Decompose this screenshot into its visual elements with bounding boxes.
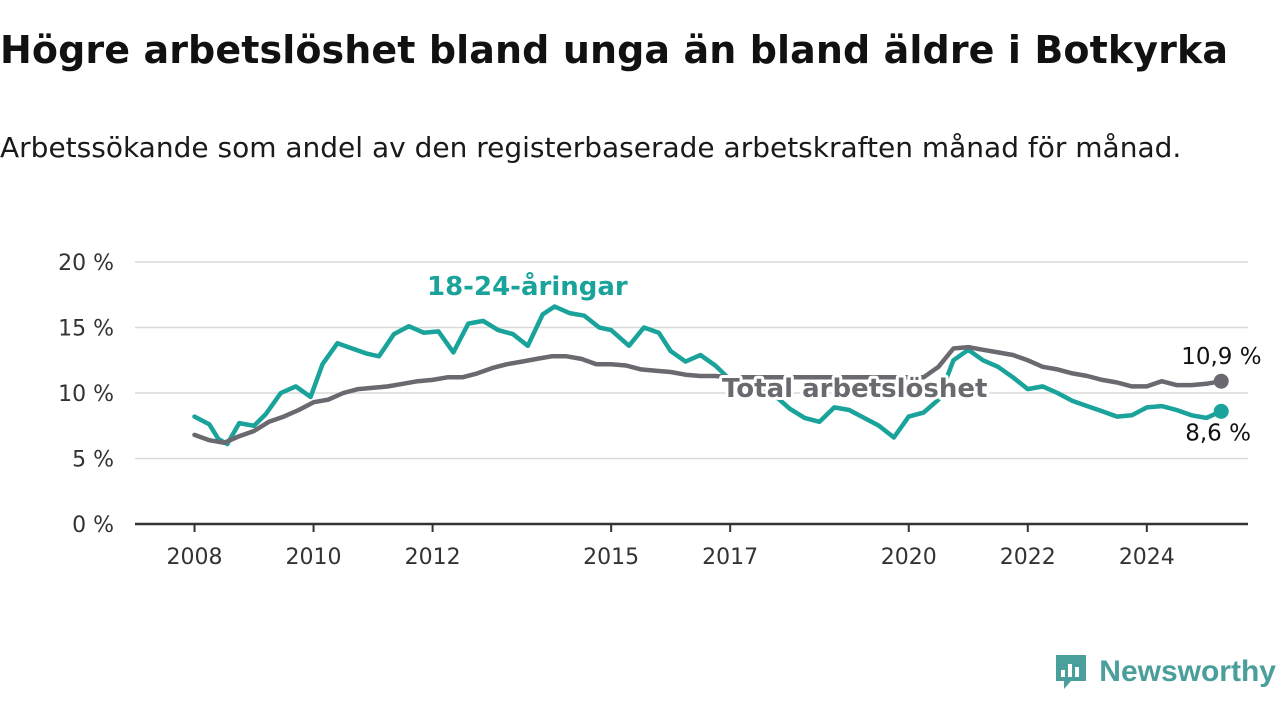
chart-subtitle: Arbetssökande som andel av den registerb… <box>0 131 1182 164</box>
x-tick-label: 2017 <box>702 545 758 570</box>
y-tick-label: 20 % <box>58 251 114 276</box>
end-point-total-arbetsl-shet <box>1213 373 1229 389</box>
end-label-total-arbetsl-shet: 10,9 % <box>1181 344 1261 370</box>
end-label-18-24-ringar: 8,6 % <box>1185 420 1251 446</box>
x-tick-label: 2012 <box>405 545 461 570</box>
newsworthy-logo-icon <box>1056 655 1087 689</box>
y-tick-label: 10 % <box>58 382 114 407</box>
x-tick-label: 2010 <box>286 545 342 570</box>
x-tick-label: 2022 <box>1000 545 1056 570</box>
y-tick-label: 0 % <box>72 513 114 538</box>
chart-title: Högre arbetslöshet bland unga än bland ä… <box>0 28 1229 72</box>
x-tick-label: 2015 <box>583 545 639 570</box>
x-tick-label: 2008 <box>167 545 223 570</box>
end-point-18-24-ringar <box>1213 403 1229 419</box>
y-tick-label: 5 % <box>72 448 114 473</box>
x-tick-label: 2024 <box>1119 545 1175 570</box>
y-tick-label: 15 % <box>58 317 114 342</box>
x-tick-label: 2020 <box>881 545 937 570</box>
brand-logo: Newsworthy <box>1053 652 1276 692</box>
series-line-18-24-ringar <box>192 304 1224 447</box>
brand-name: Newsworthy <box>1099 655 1276 688</box>
series-line-total-arbetsl-shet <box>192 344 1224 446</box>
series-label-youth: 18-24-åringar <box>427 270 628 302</box>
series-label-total: Total arbetslöshet <box>722 374 987 404</box>
